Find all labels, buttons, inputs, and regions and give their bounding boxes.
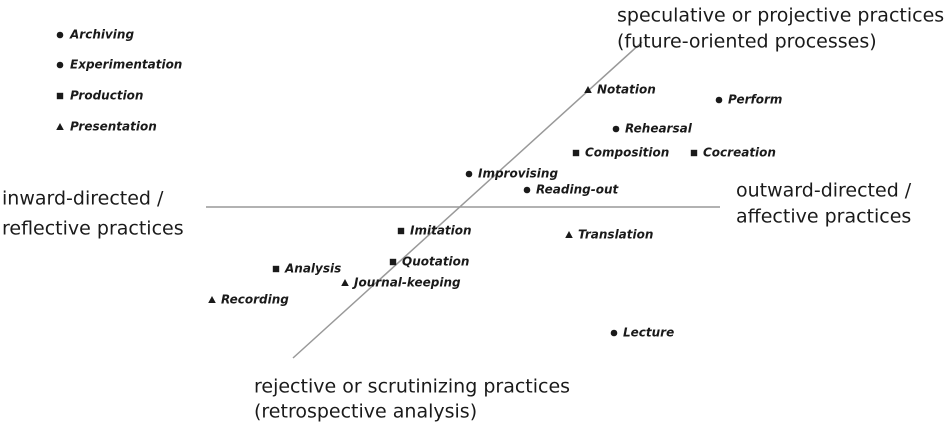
node-label: Recording <box>221 293 289 307</box>
square-marker <box>690 149 698 157</box>
triangle-marker <box>584 86 592 93</box>
node-label: Rehearsal <box>625 122 693 136</box>
triangle-marker <box>208 296 216 303</box>
node-label: Translation <box>578 228 653 242</box>
node-label: Composition <box>585 146 669 160</box>
circle-marker <box>612 125 620 133</box>
square-marker <box>272 265 280 273</box>
triangle-marker <box>565 231 573 238</box>
triangle-marker <box>341 279 349 286</box>
node-label: Lecture <box>623 326 674 340</box>
node-label: Notation <box>597 83 656 97</box>
legend-label: Production <box>70 89 143 103</box>
node-label: Analysis <box>284 262 341 276</box>
diagonal-axis <box>292 41 643 359</box>
circle-marker <box>56 31 64 39</box>
triangle-marker <box>56 123 64 130</box>
circle-marker <box>465 170 473 178</box>
node-label: Journal-keeping <box>352 276 461 290</box>
axis-label: reflective practices <box>2 218 184 240</box>
axis-label: inward-directed / <box>2 188 164 210</box>
axis-label: outward-directed / <box>736 180 912 202</box>
circle-marker <box>610 329 618 337</box>
axis-label: rejective or scrutinizing practices <box>254 376 570 398</box>
node-label: Perform <box>728 93 782 107</box>
axis-label: (future-oriented processes) <box>617 31 877 53</box>
node-label: Cocreation <box>703 146 776 160</box>
axis-label: affective practices <box>736 206 911 228</box>
legend-label: Archiving <box>69 28 134 42</box>
axis-label: (retrospective analysis) <box>254 401 477 423</box>
square-marker <box>56 92 64 100</box>
node-label: Imitation <box>410 224 472 238</box>
square-marker <box>389 258 397 266</box>
node-label: Reading-out <box>536 183 619 197</box>
circle-marker <box>715 96 723 104</box>
legend-label: Experimentation <box>70 58 182 72</box>
node-label: Quotation <box>402 255 469 269</box>
legend-label: Presentation <box>70 120 157 134</box>
axis-label: speculative or projective practices <box>617 5 944 27</box>
circle-marker <box>56 61 64 69</box>
node-label: Improvising <box>478 167 558 181</box>
square-marker <box>572 149 580 157</box>
circle-marker <box>523 186 531 194</box>
square-marker <box>397 227 405 235</box>
